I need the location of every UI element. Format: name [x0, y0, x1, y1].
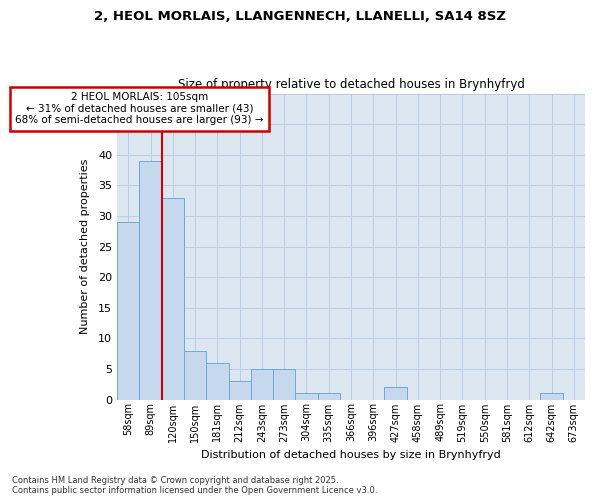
Bar — [139, 161, 161, 400]
Bar — [206, 363, 229, 400]
Text: 2 HEOL MORLAIS: 105sqm
← 31% of detached houses are smaller (43)
68% of semi-det: 2 HEOL MORLAIS: 105sqm ← 31% of detached… — [15, 92, 263, 126]
Y-axis label: Number of detached properties: Number of detached properties — [80, 159, 90, 334]
Text: 2, HEOL MORLAIS, LLANGENNECH, LLANELLI, SA14 8SZ: 2, HEOL MORLAIS, LLANGENNECH, LLANELLI, … — [94, 10, 506, 23]
Text: Contains HM Land Registry data © Crown copyright and database right 2025.
Contai: Contains HM Land Registry data © Crown c… — [12, 476, 377, 495]
Bar — [117, 222, 139, 400]
Bar — [295, 394, 317, 400]
Bar — [229, 381, 251, 400]
X-axis label: Distribution of detached houses by size in Brynhyfryd: Distribution of detached houses by size … — [201, 450, 501, 460]
Bar — [251, 369, 273, 400]
Title: Size of property relative to detached houses in Brynhyfryd: Size of property relative to detached ho… — [178, 78, 524, 91]
Bar — [541, 394, 563, 400]
Bar — [317, 394, 340, 400]
Bar — [184, 350, 206, 400]
Bar — [161, 198, 184, 400]
Bar — [385, 388, 407, 400]
Bar — [273, 369, 295, 400]
